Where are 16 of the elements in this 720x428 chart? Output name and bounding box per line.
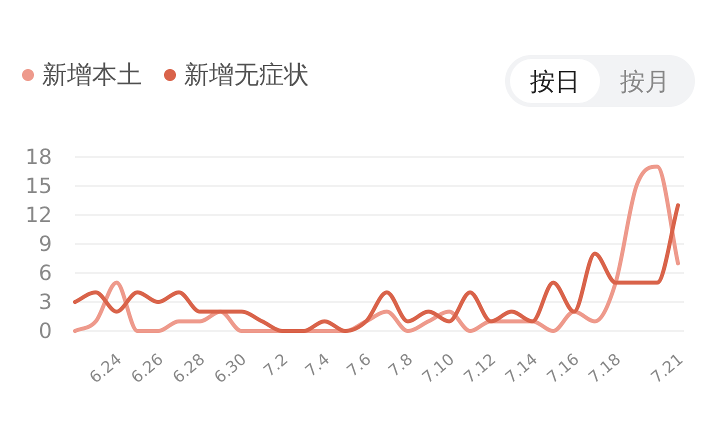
x-tick-label: 7.6 <box>342 350 375 380</box>
y-tick-label: 15 <box>25 174 52 198</box>
text: 按日 <box>530 67 580 96</box>
y-tick-label: 12 <box>25 203 52 227</box>
x-tick-label: 7.4 <box>301 350 334 380</box>
text: 按月 <box>620 67 670 96</box>
x-tick-label: 7.8 <box>384 350 416 380</box>
x-tick-label: 7.2 <box>260 350 292 380</box>
y-tick-label: 9 <box>38 232 52 256</box>
line-series <box>73 203 680 333</box>
y-tick-label: 0 <box>38 319 52 343</box>
y-tick-label: 3 <box>38 290 52 314</box>
y-tick-label: 18 <box>25 145 52 169</box>
legend-label: 新增本土 <box>42 60 142 89</box>
legend-label: 新增无症状 <box>184 60 309 89</box>
y-tick-label: 6 <box>38 261 52 285</box>
